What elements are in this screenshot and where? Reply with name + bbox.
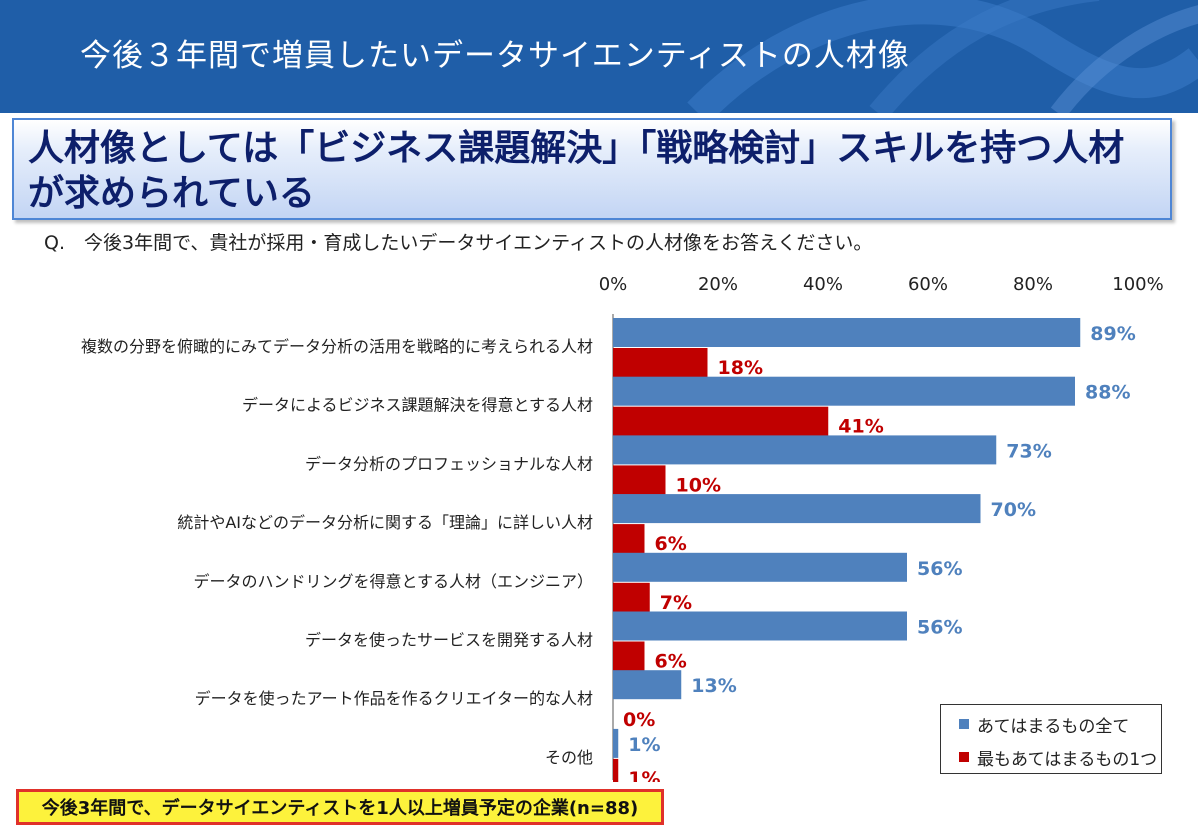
- survey-question: Q. 今後3年間で、貴社が採用・育成したいデータサイエンティストの人材像をお答え…: [44, 232, 873, 254]
- legend-swatch-all: [959, 719, 969, 729]
- bar-all: [613, 552, 907, 582]
- page-title: 今後３年間で増員したいデータサイエンティストの人材像: [80, 38, 910, 74]
- bar-all: [613, 494, 981, 524]
- category-label: その他: [545, 748, 593, 767]
- data-label-top: 6%: [655, 533, 687, 555]
- data-label-all: 88%: [1085, 382, 1130, 404]
- data-label-all: 89%: [1090, 323, 1135, 345]
- data-label-all: 1%: [628, 734, 660, 756]
- data-label-all: 56%: [917, 558, 962, 580]
- legend-item-top: 最もあてはまるもの1つ: [959, 747, 1158, 770]
- category-label: データ分析のプロフェッショナルな人材: [305, 454, 593, 473]
- data-label-top: 18%: [718, 357, 763, 379]
- bar-chart: 0% 20% 40% 60% 80% 100% 複数の分野を俯瞰的にみてデータ分析の活用を戦…: [81, 274, 1164, 782]
- bar-all: [613, 376, 1075, 406]
- category-label: データによるビジネス課題解決を得意とする人材: [242, 396, 593, 415]
- category-label: データを使ったアート作品を作るクリエイター的な人材: [195, 689, 593, 708]
- chart-legend: あてはまるもの全て 最もあてはまるもの1つ: [940, 704, 1162, 774]
- bar-top: [613, 582, 650, 612]
- data-label-top: 41%: [838, 416, 883, 438]
- data-label-top: 6%: [655, 651, 687, 673]
- bar-top: [613, 406, 829, 436]
- data-label-top: 1%: [628, 768, 660, 782]
- legend-label-top: 最もあてはまるもの1つ: [977, 749, 1158, 770]
- header-decoration: [687, 0, 1198, 113]
- data-label-all: 13%: [691, 675, 736, 697]
- sample-note: 今後3年間で、データサイエンティストを1人以上増員予定の企業(n=88): [16, 789, 664, 825]
- category-label: 複数の分野を俯瞰的にみてデータ分析の活用を戦略的に考えられる人材: [81, 337, 593, 356]
- data-label-top: 7%: [660, 592, 692, 614]
- category-label: データのハンドリングを得意とする人材（エンジニア）: [193, 572, 593, 591]
- bar-top: [613, 524, 645, 554]
- x-tick-label: 80%: [1013, 274, 1053, 295]
- category-label: 統計やAIなどのデータ分析に関する「理論」に詳しい人材: [177, 513, 593, 532]
- legend-swatch-top: [959, 752, 969, 762]
- bar-all: [613, 435, 997, 465]
- data-label-all: 73%: [1006, 440, 1051, 462]
- bar-top: [613, 465, 666, 495]
- bar-all: [613, 318, 1081, 347]
- bar-top: [613, 641, 645, 671]
- data-label-all: 56%: [917, 617, 962, 639]
- bar-all: [613, 611, 907, 641]
- legend-item-all: あてはまるもの全て: [959, 714, 1130, 737]
- bar-all: [613, 670, 682, 700]
- header-bar: 今後３年間で増員したいデータサイエンティストの人材像: [0, 0, 1198, 113]
- bar-top: [613, 348, 708, 377]
- x-tick-label: 0%: [599, 274, 628, 295]
- data-label-top: 10%: [676, 474, 721, 496]
- data-label-top: 0%: [623, 709, 655, 731]
- x-tick-label: 60%: [908, 274, 948, 295]
- bar-top: [613, 758, 619, 782]
- bar-all: [613, 728, 619, 758]
- x-tick-label: 100%: [1112, 274, 1163, 295]
- headline-text: 人材像としては「ビジネス課題解決」「戦略検討」スキルを持つ人材が求められている: [28, 128, 1125, 214]
- data-label-all: 70%: [991, 499, 1036, 521]
- x-tick-label: 20%: [698, 274, 738, 295]
- x-tick-label: 40%: [803, 274, 843, 295]
- legend-label-all: あてはまるもの全て: [977, 716, 1130, 737]
- category-label: データを使ったサービスを開発する人材: [305, 631, 593, 650]
- headline-banner: 人材像としては「ビジネス課題解決」「戦略検討」スキルを持つ人材が求められている: [12, 118, 1172, 220]
